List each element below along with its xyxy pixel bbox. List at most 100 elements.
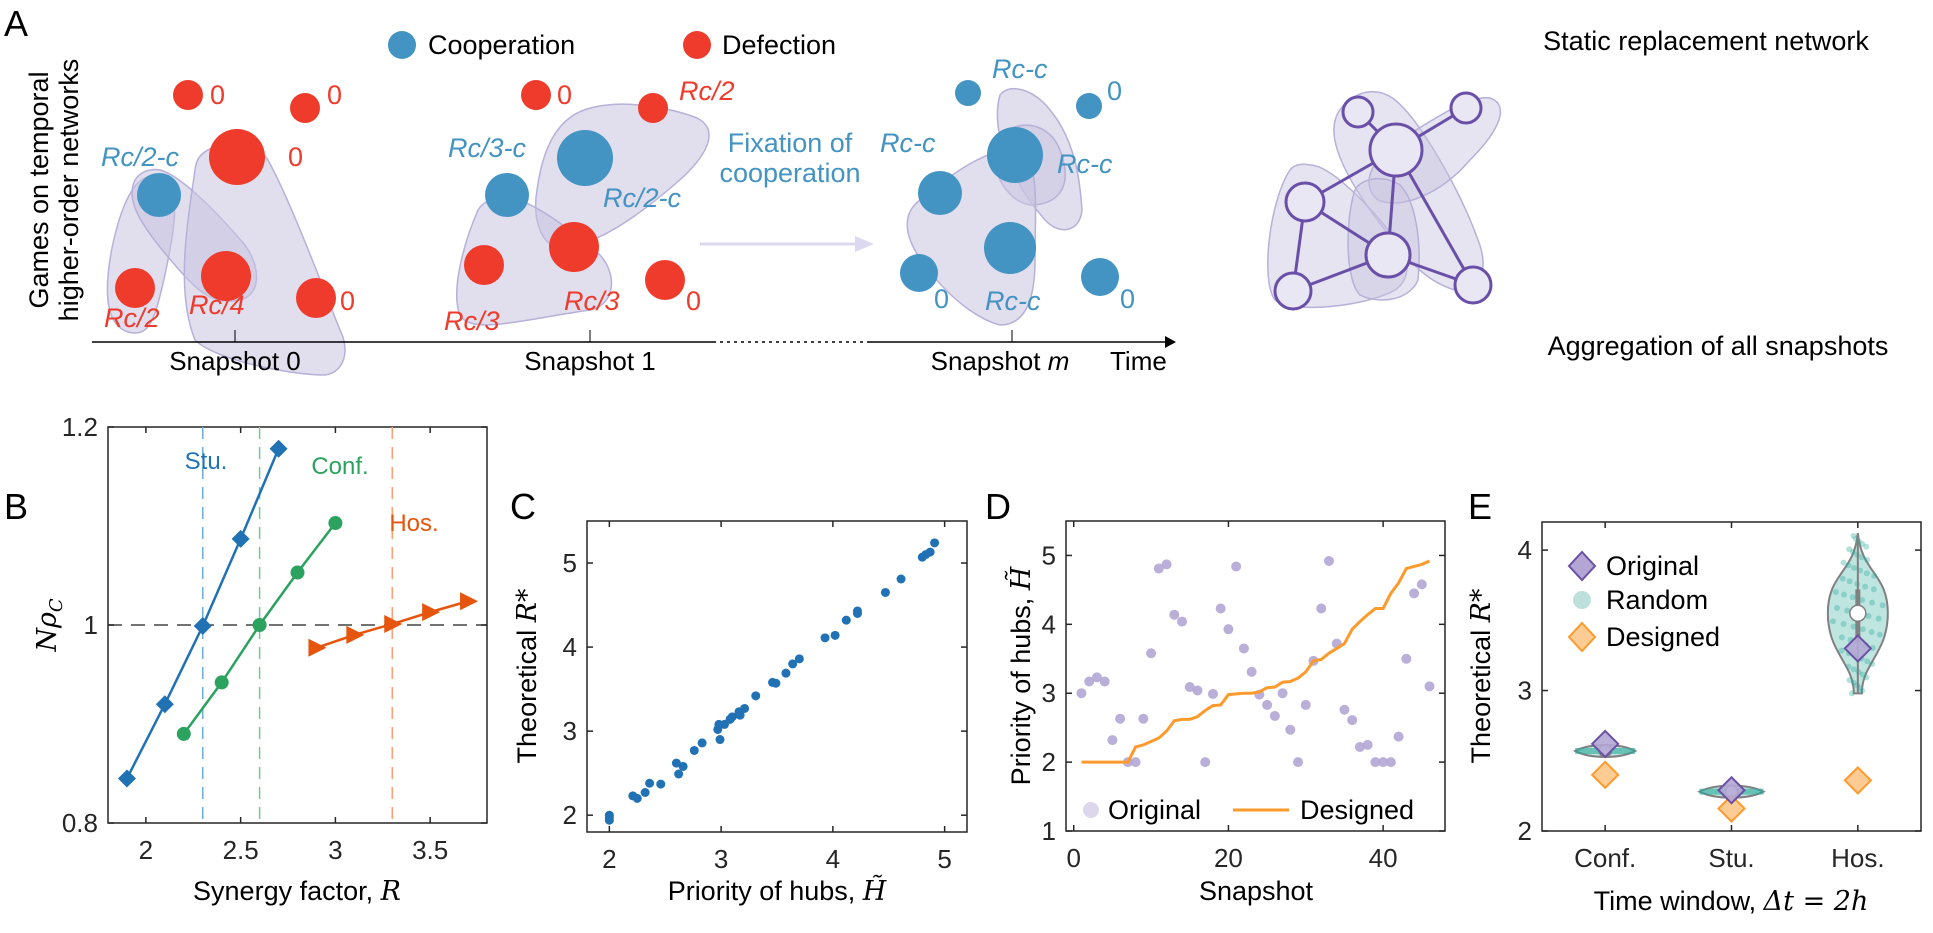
random-point <box>1845 663 1852 670</box>
data-point <box>308 638 327 657</box>
cooperator-node <box>557 130 613 186</box>
data-point <box>656 779 666 789</box>
defector-node <box>173 80 203 110</box>
random-point <box>1840 559 1847 566</box>
data-point <box>1347 715 1358 726</box>
snapshot-m-label: Snapshot m <box>931 346 1070 376</box>
x-axis-label: Snapshot <box>1199 876 1314 906</box>
data-point <box>252 618 267 632</box>
x-tick-label: 4 <box>826 844 840 874</box>
data-point <box>880 587 890 597</box>
data-point <box>896 574 906 584</box>
network-node <box>1453 265 1493 305</box>
data-point <box>1153 563 1164 574</box>
payoff-label: 0 <box>686 286 701 316</box>
x-tick-label: 3 <box>714 844 728 874</box>
defector-node <box>201 251 251 301</box>
random-point <box>1862 583 1869 590</box>
x-axis-label: Time window, Δt = 2h <box>1594 886 1869 917</box>
data-point <box>697 738 707 748</box>
data-point <box>1115 713 1126 724</box>
data-point <box>117 769 136 788</box>
data-point <box>727 712 737 722</box>
random-point <box>1846 677 1853 684</box>
data-point <box>176 726 191 741</box>
y-axis-var: H̃ <box>1004 566 1037 591</box>
data-point <box>1424 681 1435 692</box>
random-point <box>1875 615 1882 622</box>
payoff-label: Rc-c <box>985 286 1041 316</box>
data-point <box>1393 731 1404 742</box>
y-axis-label: Priority of hubs, H̃ <box>1004 566 1037 785</box>
network-node <box>1273 271 1313 311</box>
data-point <box>1354 741 1365 752</box>
data-point <box>1262 699 1273 710</box>
panel-e: E Conf. Stu. Hos. 2 3 4 Original Random Desig… <box>1466 486 1922 917</box>
random-point <box>1841 591 1848 598</box>
data-point <box>645 778 655 788</box>
snapshot-1-label: Snapshot 1 <box>524 346 656 376</box>
payoff-label: 0 <box>934 284 949 314</box>
snapshot-m-label-text: Snapshot <box>931 346 1042 376</box>
data-point <box>328 516 343 531</box>
data-point <box>1401 653 1412 664</box>
legend-original-label: Original <box>1108 795 1201 825</box>
fixation-arrow-head <box>855 236 874 252</box>
x-axis-label-text: Synergy factor, <box>193 876 381 906</box>
data-point <box>751 691 761 701</box>
random-point <box>1832 588 1839 595</box>
data-point <box>1091 672 1102 683</box>
panel-label-d: D <box>985 486 1011 527</box>
plot-area <box>586 520 968 833</box>
y-tick-label: 1 <box>1042 816 1056 846</box>
data-point <box>1277 688 1288 699</box>
payoff-label: 0 <box>1107 76 1122 106</box>
cooperator-node <box>137 173 181 217</box>
x-tick-label: 2.5 <box>223 835 259 865</box>
data-point <box>1269 710 1280 721</box>
payoff-label: 0 <box>1120 284 1135 314</box>
timeline-arrow-head <box>1165 336 1176 348</box>
panel-c: C 2 3 4 5 2 3 4 5 Priority of hubs, H̃ Theoreti… <box>510 486 968 907</box>
data-point <box>632 793 642 803</box>
x-axis-var: Δt = 2h <box>1763 886 1869 917</box>
y-axis-var: Nρ <box>32 612 63 653</box>
x-tick-label: 3.5 <box>412 835 448 865</box>
y-axis-subscript: C <box>46 598 67 612</box>
y-axis-var: R* <box>512 588 543 623</box>
data-point <box>1339 704 1350 715</box>
random-point <box>1846 546 1853 553</box>
data-point <box>1084 676 1095 687</box>
snapshot-0-label: Snapshot 0 <box>169 346 301 376</box>
data-point <box>1246 666 1257 677</box>
snapshot-m-network: Rc-c 0 Rc-c Rc-c Rc-c 0 0 <box>880 54 1135 326</box>
panel-label-b: B <box>4 486 28 527</box>
y-axis-label: Theoretical R* <box>1466 588 1497 763</box>
data-point <box>1161 559 1172 570</box>
data-point <box>925 547 935 557</box>
data-point <box>640 787 650 797</box>
random-point <box>1848 690 1855 697</box>
original-marker <box>1843 633 1873 663</box>
legend-original-label: Original <box>1606 551 1699 581</box>
data-point <box>384 615 403 634</box>
random-point <box>1849 594 1856 601</box>
y-tick-label: 4 <box>1518 535 1532 565</box>
x-tick-label: 3 <box>328 835 342 865</box>
legend-original-marker <box>1083 802 1099 818</box>
random-point <box>1865 612 1872 619</box>
data-point <box>1385 757 1396 768</box>
y-tick-label: 5 <box>563 548 577 578</box>
data-point <box>788 659 798 669</box>
data-point <box>1293 757 1304 768</box>
data-point <box>1238 643 1249 654</box>
x-tick-label: Conf. <box>1574 843 1636 873</box>
data-point <box>1200 757 1211 768</box>
random-point <box>1851 564 1858 571</box>
original-marker <box>1590 729 1620 759</box>
defector-node <box>290 93 320 123</box>
random-point <box>1863 543 1870 550</box>
static-replacement-network <box>1267 91 1501 311</box>
panel-label-e: E <box>1468 486 1492 527</box>
